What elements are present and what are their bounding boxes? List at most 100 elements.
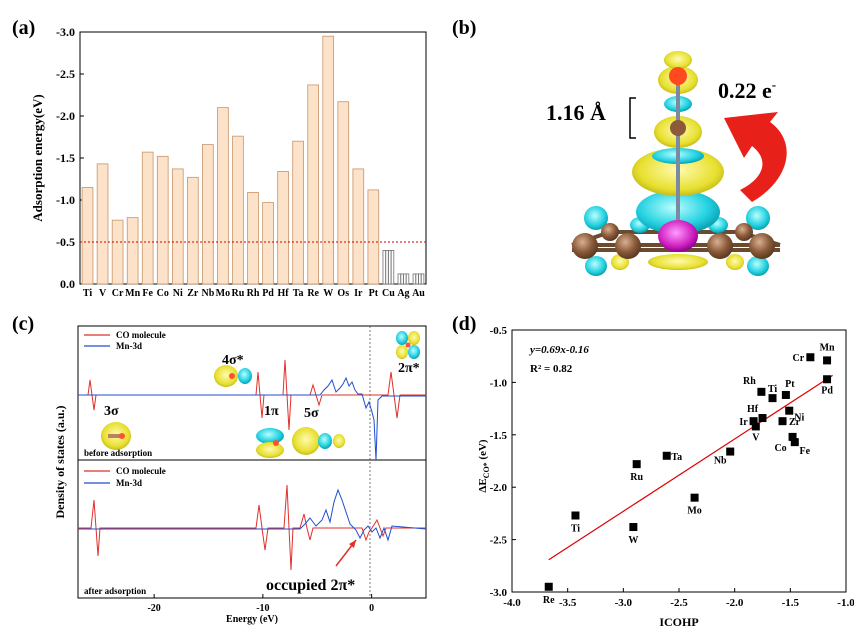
icohp-scatter-chart: ICOHP ΔECO* (eV) y=0.69x-0.16 R² = 0.82 … xyxy=(477,325,854,629)
data-point-co xyxy=(788,432,797,441)
panel-a-label: (a) xyxy=(12,17,35,39)
point-label: Pt xyxy=(785,379,795,390)
scatter-x-axis-label: ICOHP xyxy=(659,615,698,629)
x-tick-label: -2.5 xyxy=(670,597,688,609)
category-label: Ti xyxy=(83,288,92,299)
y-tick-label: -1.5 xyxy=(490,430,508,442)
orbital-3sigma-icon xyxy=(101,422,131,450)
legend-co-bottom: CO molecule xyxy=(116,466,166,476)
bar-Rh xyxy=(247,192,259,285)
fit-r-squared: R² = 0.82 xyxy=(530,363,573,375)
x-tick-label: -1.5 xyxy=(782,597,800,609)
x-tick-label: 0 xyxy=(369,603,374,614)
bar-Re xyxy=(307,84,319,285)
category-label: Hf xyxy=(278,288,290,299)
panel-d-label: (d) xyxy=(452,313,476,335)
bar-Pd xyxy=(262,202,274,285)
category-label: Cr xyxy=(112,288,124,299)
legend-co-top: CO molecule xyxy=(116,330,166,340)
point-label: Mo xyxy=(687,506,701,517)
bar-Nb xyxy=(202,144,214,285)
category-label: Rh xyxy=(247,288,260,299)
data-point-cr xyxy=(806,353,815,362)
dos-chart: Density of states (a.u.) Energy (eV) CO … xyxy=(53,325,427,625)
bar-Ti xyxy=(81,186,94,285)
y-tick-label: -3.0 xyxy=(56,25,75,39)
point-label: Re xyxy=(543,595,555,606)
y-tick-label: -2.0 xyxy=(56,109,75,123)
y-tick-label: -0.5 xyxy=(56,235,75,249)
scatter-y-axis-label: ΔECO* (eV) xyxy=(477,439,491,492)
co-dos-bottom xyxy=(78,484,426,571)
bar-Co xyxy=(156,155,169,285)
bar-Cr xyxy=(111,219,124,285)
orbital-icons xyxy=(101,331,420,458)
dos-plot-frame xyxy=(77,325,427,599)
y-tick-label: -1.0 xyxy=(56,193,75,207)
bond-length-label: 1.16 Å xyxy=(546,100,606,125)
data-point-nb xyxy=(726,447,735,456)
annot-5sigma: 5σ xyxy=(304,406,319,421)
data-point-fe xyxy=(790,438,799,447)
annot-4sigma-star: 4σ* xyxy=(222,353,244,368)
bar-Zr xyxy=(187,176,199,285)
category-label: Nb xyxy=(201,288,214,299)
charge-transfer-label: 0.22 e- xyxy=(718,77,776,103)
y-tick-label: -3.0 xyxy=(490,587,508,599)
caption-after: after adsorption xyxy=(84,586,146,596)
dos-top-curves xyxy=(78,359,426,461)
distance-bracket xyxy=(629,97,636,139)
category-label: Pt xyxy=(369,288,379,299)
bar-Ir xyxy=(352,168,365,285)
fit-line xyxy=(548,374,833,561)
point-label: Fe xyxy=(800,446,811,457)
point-label: Ni xyxy=(794,413,804,424)
y-axis-label: Adsorption energy(eV) xyxy=(30,94,45,221)
charge-density-illustration: 1.16 Å 0.22 e- xyxy=(546,51,787,276)
fit-equation: y=0.69x-0.16 xyxy=(528,344,589,356)
bar-W xyxy=(322,35,335,285)
x-tick-label: -4.0 xyxy=(503,597,521,609)
point-label: V xyxy=(752,432,760,443)
data-point-hf xyxy=(758,414,767,423)
y-tick-label: -1.0 xyxy=(490,377,508,389)
point-label: Mn xyxy=(820,342,835,353)
data-point-ni xyxy=(785,406,794,415)
category-label: V xyxy=(99,288,107,299)
category-label: W xyxy=(323,288,333,299)
y-tick-label: -1.5 xyxy=(56,151,75,165)
point-label: Co xyxy=(774,443,786,454)
category-label: Cu xyxy=(382,288,395,299)
substrate-carbon-atoms xyxy=(572,223,775,259)
point-label: W xyxy=(628,535,638,546)
point-label: Ir xyxy=(739,417,748,428)
point-label: Cr xyxy=(793,353,805,364)
orbital-4sigma-star-icon xyxy=(214,365,252,387)
category-label: Mn xyxy=(125,288,140,299)
x-tick-label: -20 xyxy=(147,603,160,614)
x-tick-label: -3.0 xyxy=(615,597,633,609)
category-label: Ni xyxy=(173,288,183,299)
point-label: Zr xyxy=(789,417,801,428)
legend-mn-bottom: Mn-3d xyxy=(116,478,142,488)
category-label: Co xyxy=(157,288,169,299)
metal-atom xyxy=(658,220,698,252)
category-label: Fe xyxy=(142,288,153,299)
y-tick-label: -0.5 xyxy=(490,325,508,337)
dos-y-axis-label: Density of states (a.u.) xyxy=(53,406,67,519)
mn-dos-top xyxy=(78,376,426,461)
data-point-pt xyxy=(781,390,790,399)
data-point-ti xyxy=(768,394,777,403)
bar-V xyxy=(96,163,109,285)
category-label: Pd xyxy=(262,288,274,299)
charge-transfer-arrow xyxy=(724,112,787,202)
annot-occupied-2pi: occupied 2π* xyxy=(266,577,355,594)
data-point-re xyxy=(544,582,553,591)
bar-Fe xyxy=(141,151,154,285)
x-tick-label: -1.0 xyxy=(837,597,854,609)
data-point-ti xyxy=(571,511,580,520)
point-label: Hf xyxy=(747,404,759,415)
orbital-5sigma-icon xyxy=(292,427,345,455)
data-point-mo xyxy=(690,493,699,502)
